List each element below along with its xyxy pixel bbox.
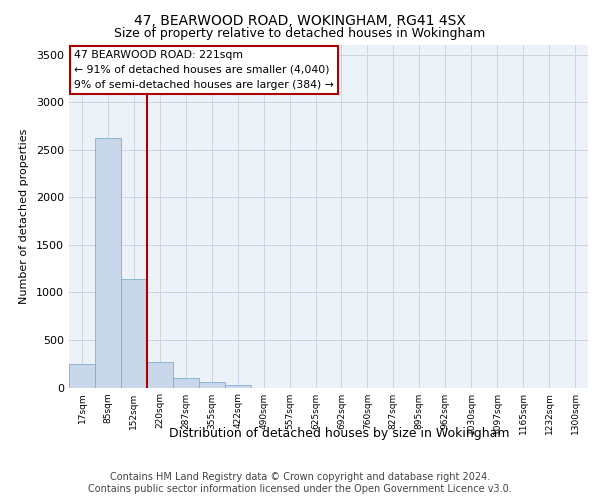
Bar xyxy=(225,384,251,388)
Bar xyxy=(173,378,199,388)
Bar xyxy=(121,279,147,388)
Text: Distribution of detached houses by size in Wokingham: Distribution of detached houses by size … xyxy=(169,428,509,440)
Text: Contains HM Land Registry data © Crown copyright and database right 2024.: Contains HM Land Registry data © Crown c… xyxy=(110,472,490,482)
Bar xyxy=(69,364,95,388)
Text: Size of property relative to detached houses in Wokingham: Size of property relative to detached ho… xyxy=(115,28,485,40)
Y-axis label: Number of detached properties: Number of detached properties xyxy=(19,128,29,304)
Bar xyxy=(95,138,121,388)
Text: 47 BEARWOOD ROAD: 221sqm
← 91% of detached houses are smaller (4,040)
9% of semi: 47 BEARWOOD ROAD: 221sqm ← 91% of detach… xyxy=(74,50,334,90)
Bar xyxy=(147,362,173,388)
Text: 47, BEARWOOD ROAD, WOKINGHAM, RG41 4SX: 47, BEARWOOD ROAD, WOKINGHAM, RG41 4SX xyxy=(134,14,466,28)
Text: Contains public sector information licensed under the Open Government Licence v3: Contains public sector information licen… xyxy=(88,484,512,494)
Bar xyxy=(199,382,224,388)
